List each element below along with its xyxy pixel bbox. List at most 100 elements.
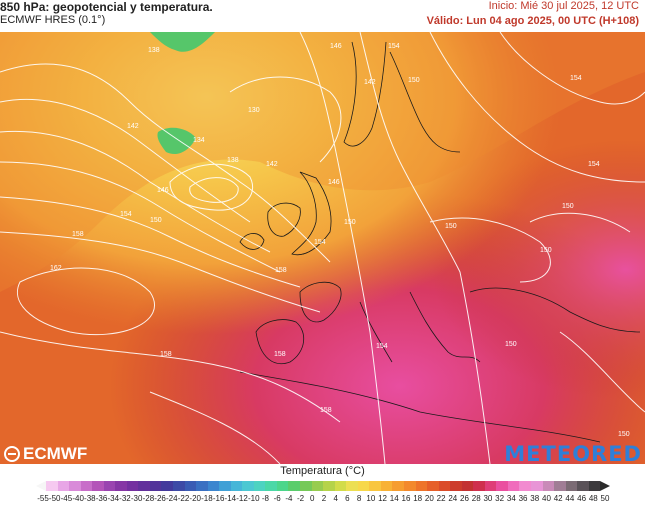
legend-ticks: -55 -50 -45 -40 -38 -36 -34 -32 -30 -28 -26 -24 -22-… xyxy=(37,494,611,506)
legend-tick-label: -14 xyxy=(224,494,237,503)
legend-swatch xyxy=(403,481,416,491)
legend-swatch xyxy=(149,481,162,491)
legend-swatch xyxy=(554,481,566,491)
legend-tick-label: 10 xyxy=(366,494,376,503)
legend-tick-label: -30 xyxy=(130,494,143,503)
legend-tick-label: 2 xyxy=(321,494,327,503)
legend-min-arrow-icon xyxy=(36,481,46,491)
legend-swatch xyxy=(276,481,289,491)
ecmwf-logo-text: ECMWF xyxy=(23,444,88,463)
legend-tick-label: 42 xyxy=(553,494,563,503)
contour-label: 154 xyxy=(120,211,132,218)
legend-swatch xyxy=(219,481,231,491)
legend-swatch xyxy=(530,481,543,491)
contour-label: 142 xyxy=(127,123,139,130)
legend-swatch xyxy=(138,481,150,491)
contour-label: 162 xyxy=(50,265,62,272)
legend-swatch xyxy=(103,481,116,491)
legend-swatch xyxy=(311,481,324,491)
legend-swatch xyxy=(507,481,520,491)
legend-tick-label: -4 xyxy=(285,494,293,503)
meteored-logo: METEORED xyxy=(504,442,642,466)
legend-swatch xyxy=(461,481,474,491)
contour-label: 130 xyxy=(248,107,260,114)
legend-tick-label: 12 xyxy=(378,494,387,503)
legend-tick-label: 50 xyxy=(600,494,610,503)
legend-swatch xyxy=(427,481,439,491)
legend-swatch xyxy=(46,481,58,491)
legend-tick-label: 6 xyxy=(345,494,350,503)
legend-tick-label: -32 xyxy=(119,494,131,503)
legend-tick-label: 0 xyxy=(310,494,315,503)
contour-label: 154 xyxy=(376,343,388,350)
contour-label: 134 xyxy=(193,137,205,144)
legend-swatch xyxy=(438,481,451,491)
legend-swatch xyxy=(253,481,266,491)
legend-swatch xyxy=(484,481,497,491)
legend-swatch xyxy=(519,481,531,491)
legend-swatch xyxy=(230,481,243,491)
legend-swatch xyxy=(242,481,254,491)
legend-swatch xyxy=(323,481,335,491)
legend-tick-label: 22 xyxy=(436,494,446,503)
legend-swatch xyxy=(265,481,277,491)
legend-tick-label: -10 xyxy=(247,494,260,503)
legend-tick-label: 46 xyxy=(577,494,587,503)
contour-label: 138 xyxy=(227,157,239,164)
contour-label: 142 xyxy=(364,79,376,86)
contour-label: 146 xyxy=(157,187,169,194)
contour-label: 150 xyxy=(562,203,574,210)
map-title: 850 hPa: geopotencial y temperatura. xyxy=(0,0,213,14)
legend-tick-label: 28 xyxy=(471,494,481,503)
legend-swatch xyxy=(80,481,93,491)
legend-tick-label: -8 xyxy=(261,494,270,503)
legend-swatch xyxy=(288,481,301,491)
legend-tick-label: -28 xyxy=(142,494,155,503)
ecmwf-logo: ECMWF xyxy=(4,444,87,464)
legend-tick-label: 38 xyxy=(530,494,540,503)
legend-swatch xyxy=(577,481,589,491)
color-legend: Temperatura (°C) -55 -50 -45 -40 -38 -36 -34 -3… xyxy=(0,464,645,510)
contour-labels: 138 142 146 150 154 158 162 130 134 138 … xyxy=(50,43,630,438)
weather-map[interactable]: 138 142 146 150 154 158 162 130 134 138 … xyxy=(0,32,645,464)
legend-tick-label: -50 xyxy=(48,494,61,503)
legend-tick-label: 30 xyxy=(483,494,493,503)
contour-label: 138 xyxy=(148,47,160,54)
legend-tick-label: -34 xyxy=(107,494,120,503)
contour-label: 150 xyxy=(408,77,420,84)
legend-title: Temperatura (°C) xyxy=(280,465,365,477)
legend-swatch xyxy=(565,481,578,491)
legend-tick-label: -20 xyxy=(189,494,201,503)
header: 850 hPa: geopotencial y temperatura. ECM… xyxy=(0,0,645,32)
contour-label: 142 xyxy=(266,161,278,168)
contour-label: 150 xyxy=(505,341,517,348)
contour-label: 158 xyxy=(72,231,84,238)
legend-swatch xyxy=(542,481,555,491)
legend-swatch xyxy=(69,481,81,491)
legend-tick-label: -40 xyxy=(72,494,84,503)
legend-tick-label: -2 xyxy=(297,494,305,503)
legend-swatch xyxy=(126,481,139,491)
legend-tick-label: 26 xyxy=(460,494,469,503)
legend-tick-label: -16 xyxy=(212,494,225,503)
contour-label: 158 xyxy=(274,351,286,358)
legend-swatch xyxy=(369,481,381,491)
legend-tick-label: -45 xyxy=(60,494,73,503)
legend-swatch xyxy=(300,481,312,491)
legend-tick-label: 48 xyxy=(588,494,598,503)
legend-swatch xyxy=(196,481,208,491)
contour-label: 154 xyxy=(570,75,582,82)
legend-tick-label: 4 xyxy=(333,494,338,503)
legend-tick-label: 20 xyxy=(424,494,434,503)
legend-tick-label: -12 xyxy=(236,494,248,503)
contour-label: 150 xyxy=(445,223,457,230)
legend-swatch xyxy=(392,481,404,491)
legend-swatch xyxy=(588,481,601,491)
contour-label: 150 xyxy=(150,217,162,224)
legend-swatch xyxy=(450,481,462,491)
contour-label: 158 xyxy=(275,267,287,274)
contour-label: 146 xyxy=(330,43,342,50)
legend-tick-label: -26 xyxy=(154,494,166,503)
legend-tick-label: 16 xyxy=(401,494,411,503)
legend-swatch xyxy=(346,481,358,491)
